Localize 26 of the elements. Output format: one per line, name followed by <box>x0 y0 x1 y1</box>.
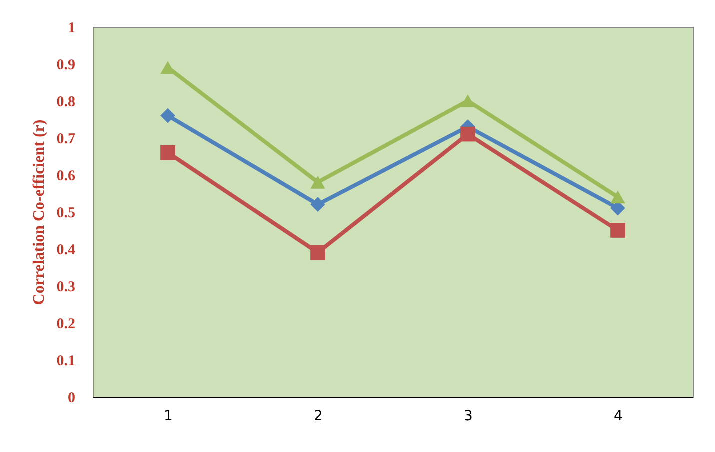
y-tick-label: 0.5 <box>56 206 76 222</box>
x-tick-label: 2 <box>314 408 323 424</box>
y-tick-label: 0.8 <box>56 94 76 110</box>
point <box>310 197 326 212</box>
x-tick-label: 3 <box>464 408 473 424</box>
point <box>310 245 326 260</box>
point <box>610 223 626 238</box>
point <box>310 176 326 189</box>
y-tick-label: 0.9 <box>56 58 76 74</box>
y-tick-label: 1 <box>68 20 76 36</box>
y-tick-label: 0.1 <box>56 354 76 370</box>
point <box>610 190 626 204</box>
x-tick-label: 1 <box>164 408 173 424</box>
y-tick-label: 0.6 <box>56 168 76 184</box>
y-tick-label: 0.4 <box>56 242 76 258</box>
y-axis-title: Correlation Co-efficient (r) <box>30 120 48 306</box>
y-tick-label: 0.7 <box>56 132 76 148</box>
x-tick-label: 4 <box>614 408 624 424</box>
y-tick-label: 0.2 <box>56 316 76 332</box>
point <box>460 126 476 142</box>
y-tick-label: 0 <box>68 390 76 406</box>
point <box>160 61 176 74</box>
y-tick-label: 0.3 <box>56 280 76 296</box>
point <box>160 108 176 124</box>
point <box>460 94 476 108</box>
point <box>160 145 176 160</box>
